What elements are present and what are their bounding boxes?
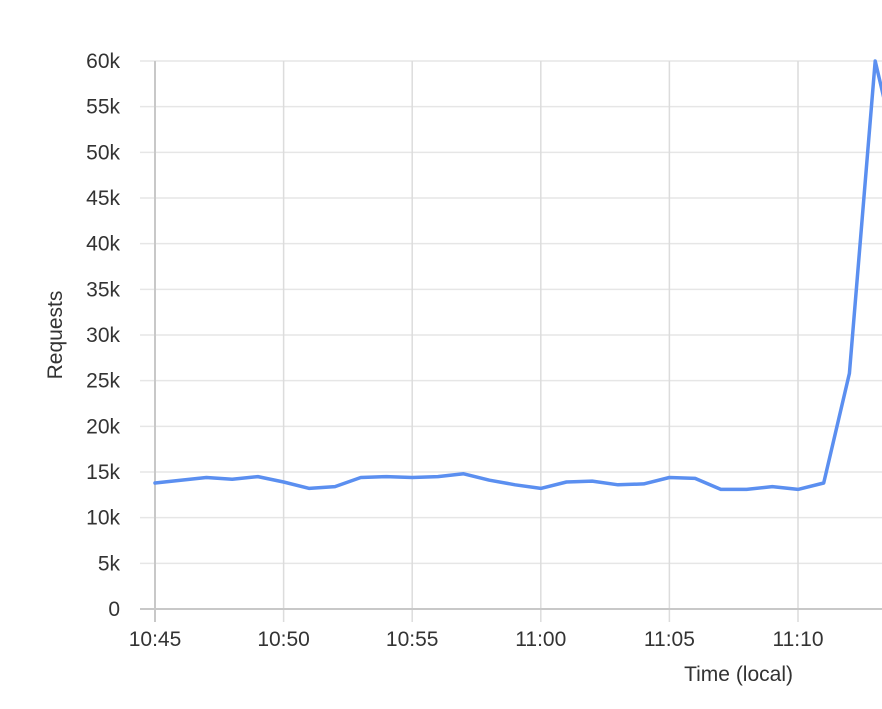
y-tick-label: 35k [86, 278, 120, 301]
axis-layer [140, 61, 882, 622]
series-line [153, 59, 882, 492]
series-layer [153, 59, 882, 492]
y-tick-label: 15k [86, 461, 120, 484]
y-axis-title: Requests [44, 291, 67, 380]
y-tick-label: 5k [98, 552, 121, 575]
y-tick-label: 30k [86, 324, 120, 347]
y-tick-label: 45k [86, 187, 120, 210]
x-tick-label: 10:55 [386, 628, 439, 651]
x-tick-label: 10:45 [129, 628, 182, 651]
y-tick-label: 10k [86, 507, 120, 530]
y-tick-label: 25k [86, 370, 120, 393]
y-tick-label: 60k [86, 50, 120, 73]
label-layer: 0 5k 10k 15k 20k 25k 30k 35k 40k 45k 50k 55k 60k 10:4… [44, 50, 824, 686]
y-tick-label: 20k [86, 415, 120, 438]
x-axis-title: Time (local) [684, 663, 793, 686]
x-tick-label: 11:05 [644, 628, 695, 651]
x-tick-label: 11:10 [773, 628, 824, 651]
grid-layer [140, 60, 882, 622]
y-tick-label: 0 [108, 598, 120, 621]
x-tick-label: 10:50 [257, 628, 310, 651]
x-tick-label: 11:00 [515, 628, 566, 651]
y-tick-label: 40k [86, 233, 120, 256]
y-tick-label: 55k [86, 96, 120, 119]
y-tick-label: 50k [86, 141, 120, 164]
